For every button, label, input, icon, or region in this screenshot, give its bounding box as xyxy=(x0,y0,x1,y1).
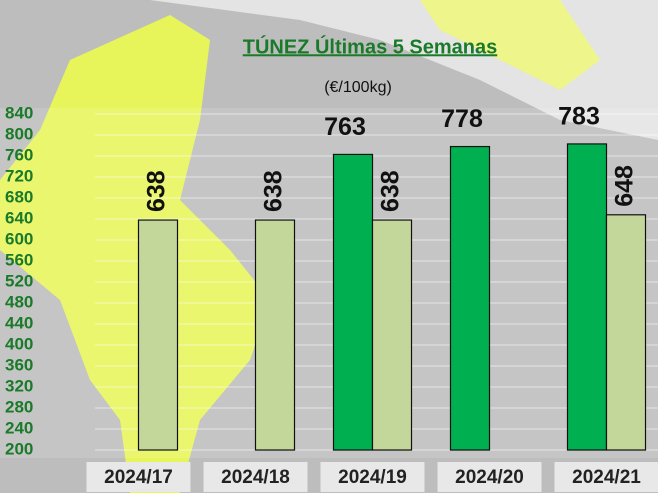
value-label: 638 xyxy=(143,170,171,212)
y-tick-label: 320 xyxy=(5,376,33,395)
bar xyxy=(566,143,608,451)
map-land xyxy=(0,15,270,493)
y-tick-label: 360 xyxy=(5,355,33,374)
y-tick-label: 200 xyxy=(5,439,33,458)
y-tick-label: 640 xyxy=(5,208,33,227)
y-tick-label: 680 xyxy=(5,187,33,206)
value-label: 763 xyxy=(324,113,366,141)
bar xyxy=(332,153,374,451)
x-label-box xyxy=(86,462,191,492)
value-label: 638 xyxy=(377,170,405,212)
y-tick-label: 240 xyxy=(5,418,33,437)
x-tick-label: 2024/17 xyxy=(104,467,173,488)
y-tick-label: 760 xyxy=(5,145,33,164)
x-label-box xyxy=(554,462,658,492)
value-label: 648 xyxy=(611,165,639,207)
bar xyxy=(371,219,413,451)
x-label-box xyxy=(320,462,425,492)
x-tick-label: 2024/19 xyxy=(338,467,407,488)
y-tick-label: 400 xyxy=(5,334,33,353)
x-label-box xyxy=(437,462,542,492)
y-tick-label: 600 xyxy=(5,229,33,248)
bar xyxy=(605,214,647,451)
value-label: 783 xyxy=(558,103,600,131)
y-tick-label: 720 xyxy=(5,166,33,185)
plot-area xyxy=(0,108,658,458)
chart-subtitle: (€/100kg) xyxy=(324,79,392,96)
x-tick-label: 2024/18 xyxy=(221,467,290,488)
y-tick-label: 840 xyxy=(5,103,33,122)
bar xyxy=(137,219,179,451)
value-label: 638 xyxy=(260,170,288,212)
y-tick-label: 800 xyxy=(5,124,33,143)
bar xyxy=(449,145,491,451)
map-land xyxy=(420,0,600,90)
y-tick-label: 440 xyxy=(5,313,33,332)
x-tick-label: 2024/20 xyxy=(455,467,524,488)
y-tick-label: 480 xyxy=(5,292,33,311)
x-tick-label: 2024/21 xyxy=(572,467,641,488)
y-tick-label: 280 xyxy=(5,397,33,416)
y-tick-label: 560 xyxy=(5,250,33,269)
bar xyxy=(254,219,296,451)
chart-title: TÚNEZ Últimas 5 Semanas xyxy=(243,34,498,58)
y-tick-label: 520 xyxy=(5,271,33,290)
x-label-box xyxy=(203,462,308,492)
value-label: 778 xyxy=(441,105,483,133)
